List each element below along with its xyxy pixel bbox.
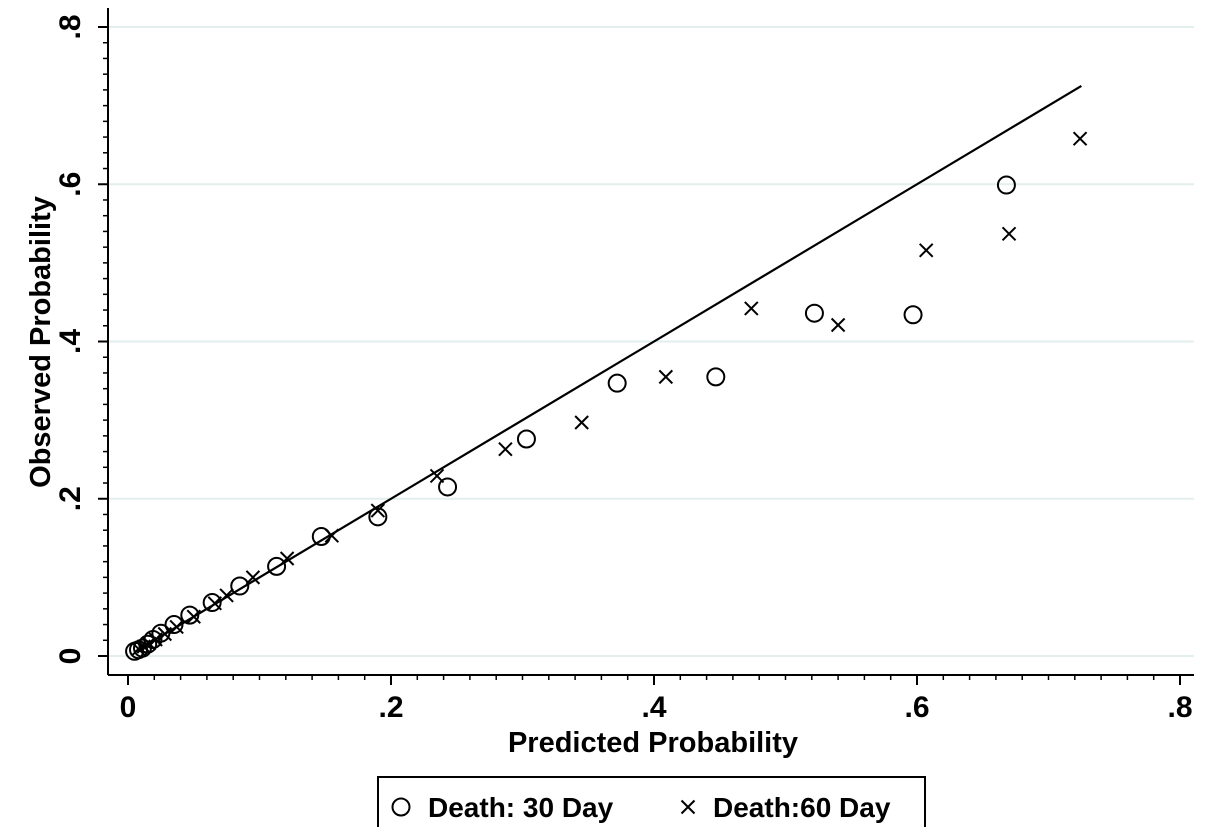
point-60-day (918, 243, 934, 258)
y-tick-label: .6 (54, 172, 87, 197)
point-30-day (151, 623, 171, 643)
x-axis-title: Predicted Probability (508, 727, 798, 759)
point-30-day (706, 367, 726, 387)
point-30-day (607, 373, 627, 393)
point-60-day (744, 301, 759, 316)
point-30-day (267, 556, 287, 576)
y-tick-label: .2 (54, 486, 87, 511)
legend-items: Death: 30 Day Death:60 Day (391, 792, 891, 823)
point-60-day (658, 369, 674, 385)
point-30-day (903, 305, 923, 325)
point-30-day (996, 175, 1016, 195)
legend: Death: 30 Day Death:60 Day (377, 776, 926, 832)
point-30-day (202, 593, 222, 613)
point-30-day (516, 429, 536, 449)
legend-circle-marker (391, 797, 411, 817)
legend-x-marker (680, 799, 696, 815)
ticks (98, 26, 1181, 685)
point-30-day (438, 477, 458, 497)
point-60-day (324, 528, 340, 543)
point-30-day (138, 634, 158, 654)
point-30-day (804, 303, 824, 323)
point-30-day (164, 615, 184, 635)
reference-line (134, 85, 1082, 654)
point-60-day (245, 570, 261, 585)
y-tick-label: .4 (54, 329, 87, 354)
point-60-day (830, 317, 846, 333)
x-tick-label: 0 (120, 691, 137, 724)
point-60-day (186, 609, 201, 624)
point-30-day (368, 507, 388, 527)
point-60-day (157, 626, 173, 642)
point-60-day (370, 503, 386, 518)
point-60-day (207, 596, 222, 611)
point-60-day (1072, 131, 1088, 146)
point-60-day (574, 415, 589, 430)
x-tick-label: .2 (378, 691, 403, 724)
point-60-day (169, 619, 184, 635)
y-tick-label: .8 (54, 14, 87, 39)
x-tick-label: .8 (1167, 691, 1192, 724)
point-60-day (141, 636, 157, 651)
x-tick-label: .6 (904, 691, 929, 724)
point-30-day (180, 605, 200, 625)
tick-labels: 0 .2 .4 .6 .8 0 .2 .4 .6 .8 (54, 14, 1193, 724)
point-60-day (1001, 226, 1017, 241)
x-tick-label: .4 (641, 691, 666, 724)
point-60-day (498, 442, 513, 457)
y-axis-title: Observed Probability (25, 196, 57, 488)
y-tick-label: 0 (54, 648, 87, 665)
legend-label: Death:60 Day (713, 792, 891, 823)
gridlines (108, 26, 1194, 657)
point-30-day (230, 576, 250, 596)
legend-box (377, 776, 926, 832)
legend-label: Death: 30 Day (428, 792, 614, 823)
data-points (125, 131, 1088, 661)
point-60-day (429, 468, 445, 484)
point-60-day (279, 551, 295, 566)
point-60-day (219, 588, 234, 603)
point-60-day (148, 632, 163, 647)
